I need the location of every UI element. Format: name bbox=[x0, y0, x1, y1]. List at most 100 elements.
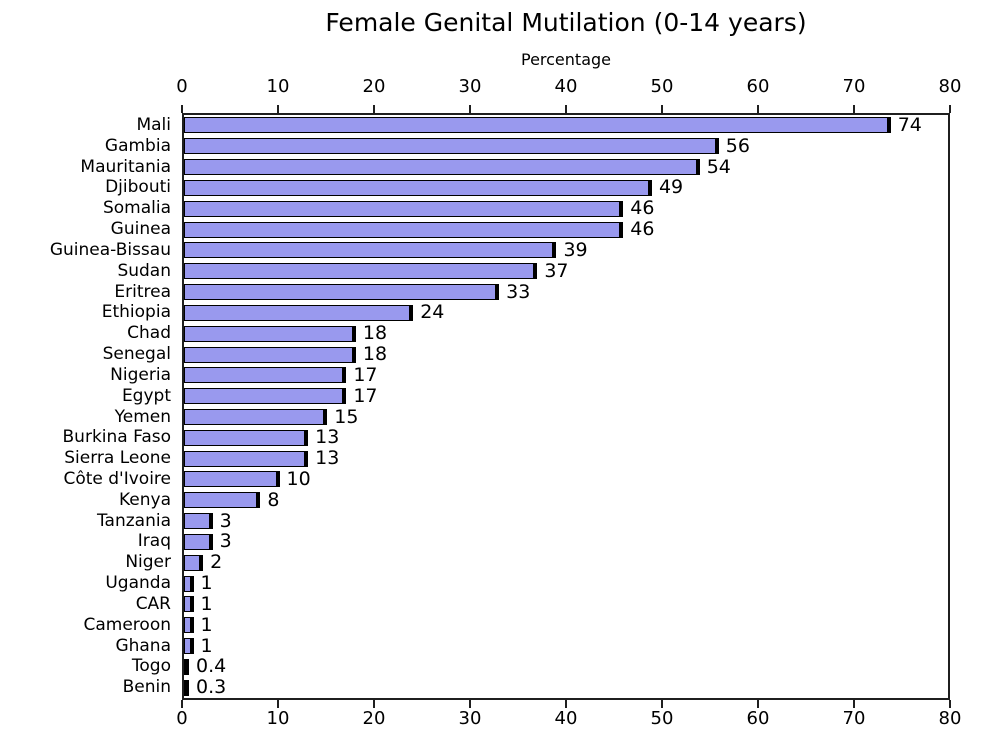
bar-value-label: 13 bbox=[315, 426, 340, 449]
bar-row: 0.4 bbox=[184, 657, 948, 678]
bar-row: 8 bbox=[184, 490, 948, 511]
category-label: Togo bbox=[131, 656, 171, 677]
bar-row: 3 bbox=[184, 532, 948, 553]
top-tick-label: 10 bbox=[266, 76, 290, 97]
bar-value-label: 56 bbox=[725, 134, 750, 157]
bar-value-label: 10 bbox=[286, 467, 311, 490]
bar bbox=[184, 409, 328, 425]
category-label: Guinea bbox=[110, 219, 171, 240]
bar-row: 1 bbox=[184, 594, 948, 615]
top-tick-mark bbox=[565, 105, 567, 113]
bar-value-label: 49 bbox=[658, 176, 684, 199]
bar-value-label: 1 bbox=[200, 634, 213, 657]
category-label: Tanzania bbox=[96, 510, 171, 531]
category-label: Uganda bbox=[105, 573, 171, 594]
top-tick-mark bbox=[373, 105, 375, 113]
bar-row: 1 bbox=[184, 636, 948, 657]
bar-value-label: 0.4 bbox=[196, 655, 227, 678]
bar-row: 10 bbox=[184, 469, 948, 490]
category-label: Mali bbox=[136, 114, 171, 135]
bar-value-label: 3 bbox=[219, 530, 232, 553]
category-label: Djibouti bbox=[105, 177, 171, 198]
bottom-tick-mark bbox=[277, 700, 279, 708]
top-tick-label: 40 bbox=[554, 76, 578, 97]
bar bbox=[184, 554, 204, 571]
bar-value-label: 1 bbox=[200, 592, 213, 615]
bar-row: 18 bbox=[184, 323, 948, 344]
bar-value-label: 17 bbox=[353, 384, 378, 407]
bar-value-label: 1 bbox=[200, 613, 213, 636]
category-labels-column: Mali Gambia Mauritania Djibouti Somalia Guine… bbox=[0, 115, 176, 698]
bar-value-label: 0.3 bbox=[196, 676, 227, 699]
bar-value-label: 3 bbox=[219, 509, 232, 532]
top-tick-mark bbox=[949, 105, 951, 113]
top-tick-label: 20 bbox=[362, 76, 386, 97]
bar bbox=[184, 471, 280, 488]
bottom-tick-label: 50 bbox=[650, 708, 674, 729]
bar-row: 17 bbox=[184, 365, 948, 386]
top-tick-label: 80 bbox=[938, 76, 962, 97]
bar bbox=[184, 596, 194, 613]
bar-row: 1 bbox=[184, 615, 948, 636]
bottom-tick-label: 30 bbox=[458, 708, 482, 729]
top-axis-tick-labels: 0 10 20 30 40 50 60 70 80 bbox=[176, 76, 961, 100]
bar bbox=[184, 221, 624, 238]
bar-row: 13 bbox=[184, 448, 948, 469]
top-tick-label: 30 bbox=[458, 76, 482, 97]
bottom-tick-label: 60 bbox=[746, 708, 770, 729]
bar-value-label: 37 bbox=[544, 259, 569, 282]
x-axis-label: Percentage bbox=[520, 50, 611, 69]
category-label: Ghana bbox=[115, 635, 171, 656]
bar bbox=[184, 513, 213, 530]
chart-title: Female Genital Mutilation (0-14 years) bbox=[325, 8, 807, 37]
bar-row: 74 bbox=[184, 115, 948, 136]
top-tick-mark bbox=[661, 105, 663, 113]
bar-value-label: 8 bbox=[267, 488, 280, 511]
top-tick-label: 0 bbox=[176, 76, 188, 97]
bar-value-label: 46 bbox=[630, 218, 655, 241]
bar-row: 39 bbox=[184, 240, 948, 261]
bar-row: 13 bbox=[184, 427, 948, 448]
bar bbox=[184, 679, 189, 696]
category-label: Senegal bbox=[102, 344, 171, 365]
bar-row: 0.3 bbox=[184, 677, 948, 698]
top-tick-mark bbox=[853, 105, 855, 113]
bottom-tick-mark bbox=[757, 700, 759, 708]
bar-row: 2 bbox=[184, 552, 948, 573]
bar bbox=[184, 325, 356, 342]
bar-row: 24 bbox=[184, 302, 948, 323]
category-label: Somalia bbox=[102, 198, 171, 219]
top-tick-label: 70 bbox=[842, 76, 866, 97]
category-label: Iraq bbox=[137, 531, 171, 552]
bar-row: 15 bbox=[184, 407, 948, 428]
bar bbox=[184, 658, 189, 675]
bar-value-label: 1 bbox=[200, 572, 213, 595]
category-label: Mauritania bbox=[80, 156, 171, 177]
bar-row: 18 bbox=[184, 344, 948, 365]
category-label: Niger bbox=[125, 552, 171, 573]
bar-value-label: 17 bbox=[353, 363, 378, 386]
bar-value-label: 54 bbox=[706, 155, 731, 178]
bar bbox=[184, 242, 557, 259]
category-label: Sudan bbox=[117, 260, 171, 281]
bottom-tick-label: 0 bbox=[176, 708, 188, 729]
bottom-tick-mark bbox=[565, 700, 567, 708]
bar-value-label: 2 bbox=[210, 551, 223, 574]
category-label: Kenya bbox=[118, 489, 171, 510]
bar bbox=[184, 117, 891, 134]
bar-row: 17 bbox=[184, 386, 948, 407]
bar bbox=[184, 367, 347, 384]
bar-row: 54 bbox=[184, 157, 948, 178]
bar bbox=[184, 346, 356, 363]
category-label: Egypt bbox=[121, 385, 171, 406]
bar bbox=[184, 638, 194, 655]
bottom-tick-label: 80 bbox=[938, 708, 962, 729]
bar bbox=[184, 617, 194, 634]
bar bbox=[184, 429, 309, 446]
bar-value-label: 18 bbox=[362, 322, 388, 345]
bottom-tick-label: 40 bbox=[554, 708, 578, 729]
bar bbox=[184, 159, 700, 176]
top-tick-mark bbox=[181, 105, 183, 113]
bar-value-label: 18 bbox=[362, 343, 388, 366]
